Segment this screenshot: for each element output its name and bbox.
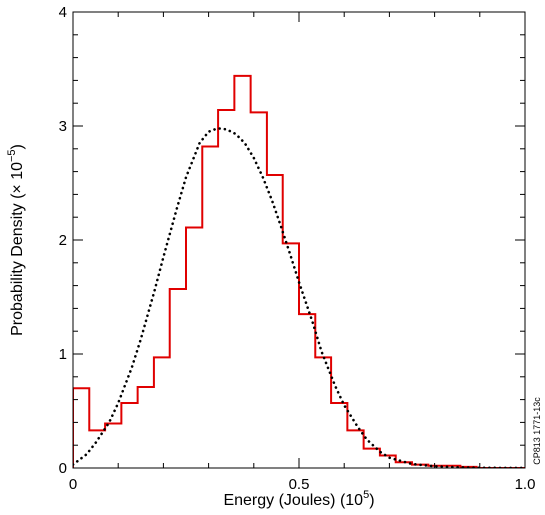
y-tick-label: 3 [59, 118, 67, 135]
ticks-layer: 0 0.5 1.0 0 1 2 3 4 [59, 4, 536, 493]
y-axis-title: Probability Density (× 10−5) [6, 144, 26, 336]
fit-curve-line [73, 126, 525, 468]
side-annotation: CP813 1771-13c [532, 397, 542, 465]
x-tick-label: 1.0 [515, 476, 536, 493]
x-axis-title-main: Energy (Joules) (10 [223, 492, 363, 509]
y-axis-title-end: ) [9, 144, 26, 149]
y-axis-title-exponent: −5 [6, 149, 18, 162]
y-tick-label: 4 [59, 4, 67, 21]
plot-frame [72, 11, 526, 469]
x-axis-title-exponent: 5 [363, 489, 369, 501]
x-tick-label: 0 [69, 476, 77, 493]
x-tick-label: 0.5 [289, 476, 310, 493]
histogram-outline [73, 74, 525, 468]
x-axis-title: Energy (Joules) (105) [223, 489, 374, 509]
y-axis-title-main: Probability Density (× 10 [9, 162, 26, 336]
y-tick-label: 1 [59, 346, 67, 363]
plot-layer [73, 74, 525, 468]
histogram-series [73, 74, 525, 468]
y-tick-label: 2 [59, 232, 67, 249]
x-axis-title-end: ) [369, 492, 374, 509]
fit-curve-series [73, 126, 525, 468]
y-tick-label: 0 [59, 460, 67, 477]
